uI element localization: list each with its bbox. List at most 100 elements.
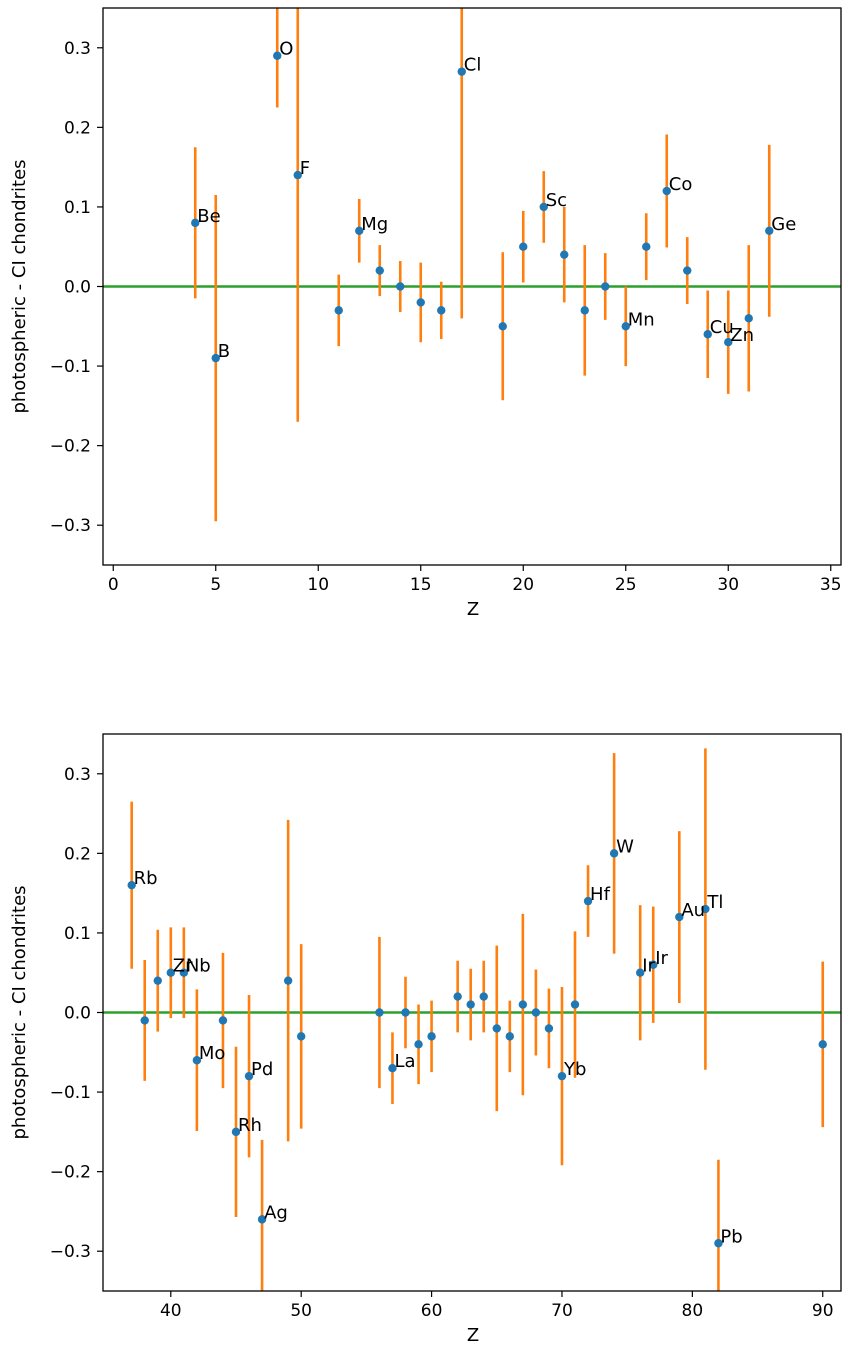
element-label: Au: [681, 900, 705, 921]
data-point: [283, 976, 293, 985]
x-tick-label: 30: [717, 575, 739, 595]
element-label: La: [394, 1051, 415, 1072]
data-point: [505, 1032, 515, 1041]
element-label: O: [279, 39, 293, 60]
y-tick-label: 0.1: [64, 198, 91, 218]
data-point: [427, 1032, 436, 1041]
element-label: Zr: [173, 956, 193, 977]
element-label: Nb: [186, 956, 211, 977]
data-point: [642, 242, 651, 251]
element-label: Hf: [590, 884, 611, 905]
data-point: [401, 1008, 410, 1017]
data-point: [519, 242, 528, 251]
data-point: [531, 1008, 541, 1017]
data-point: [414, 1040, 423, 1049]
x-tick-label: 35: [820, 575, 842, 595]
data-point: [127, 880, 136, 890]
x-tick-label: 40: [160, 1301, 182, 1321]
data-point: [192, 1056, 202, 1065]
data-point: [765, 226, 774, 235]
element-label: Cl: [464, 55, 482, 76]
data-point: [244, 1071, 254, 1081]
x-tick-label: 15: [410, 575, 432, 595]
data-point: [388, 1064, 397, 1073]
y-tick-label: 0.2: [64, 844, 91, 864]
x-tick-label: 20: [512, 575, 534, 595]
element-label: Ir: [642, 956, 655, 977]
data-point: [211, 353, 220, 363]
element-label: Zn: [730, 325, 754, 346]
data-point: [683, 266, 692, 275]
y-tick-label: 0.0: [64, 278, 91, 298]
element-label: B: [218, 341, 230, 362]
element-label: Mg: [361, 214, 388, 235]
element-label: Rh: [238, 1115, 262, 1136]
data-point: [636, 968, 645, 977]
data-point: [355, 226, 364, 235]
element-label: Yb: [563, 1059, 586, 1080]
element-label: F: [300, 158, 310, 179]
data-point: [416, 298, 425, 307]
x-axis-label: Z: [467, 1325, 479, 1346]
data-point: [818, 1040, 827, 1049]
element-label: Pd: [251, 1059, 273, 1080]
y-tick-label: 0.1: [64, 924, 91, 944]
element-label: Be: [197, 206, 220, 227]
x-tick-label: 70: [551, 1301, 573, 1321]
element-label: W: [616, 836, 634, 857]
element-label: Co: [669, 174, 693, 195]
element-label: Mo: [199, 1043, 226, 1064]
data-point: [518, 1000, 528, 1009]
data-point: [296, 1032, 306, 1041]
y-axis-label: photospheric - CI chondrites: [9, 885, 30, 1139]
x-tick-label: 90: [812, 1301, 834, 1321]
data-point: [544, 1024, 554, 1033]
data-point: [273, 51, 282, 60]
data-point: [457, 67, 466, 76]
data-point: [293, 170, 302, 180]
data-point: [703, 330, 712, 339]
data-point: [557, 1071, 567, 1081]
data-point: [609, 849, 619, 858]
element-label: Rb: [134, 868, 158, 889]
element-label: Tl: [706, 892, 723, 913]
data-point: [179, 968, 189, 977]
data-point: [375, 1008, 384, 1017]
element-label: Ir: [655, 948, 668, 969]
data-point: [466, 1000, 475, 1009]
data-point: [744, 314, 753, 323]
x-tick-label: 50: [290, 1301, 312, 1321]
data-point: [231, 1127, 241, 1137]
data-point: [153, 976, 162, 985]
x-tick-label: 80: [682, 1301, 704, 1321]
data-point: [191, 218, 200, 228]
data-point: [675, 912, 684, 922]
data-point: [649, 960, 658, 969]
data-point: [166, 968, 176, 977]
data-point: [701, 904, 710, 914]
y-tick-label: −0.2: [50, 437, 91, 457]
data-point: [539, 202, 548, 212]
data-point: [334, 306, 343, 315]
data-point: [601, 282, 610, 291]
y-tick-label: −0.3: [50, 1242, 91, 1262]
data-point: [560, 250, 569, 259]
data-point: [498, 322, 507, 331]
data-point: [140, 1016, 149, 1025]
x-tick-label: 0: [108, 575, 119, 595]
y-tick-label: 0.3: [64, 39, 91, 59]
y-tick-label: −0.3: [50, 516, 91, 536]
y-tick-label: −0.2: [50, 1163, 91, 1183]
element-label: Ge: [771, 214, 796, 235]
y-tick-label: 0.3: [64, 765, 91, 785]
data-point: [492, 1024, 501, 1033]
x-axis-label: Z: [467, 599, 479, 620]
element-label: Cu: [710, 317, 734, 338]
data-point: [479, 992, 488, 1001]
data-point: [714, 1239, 723, 1248]
data-point: [396, 282, 405, 291]
